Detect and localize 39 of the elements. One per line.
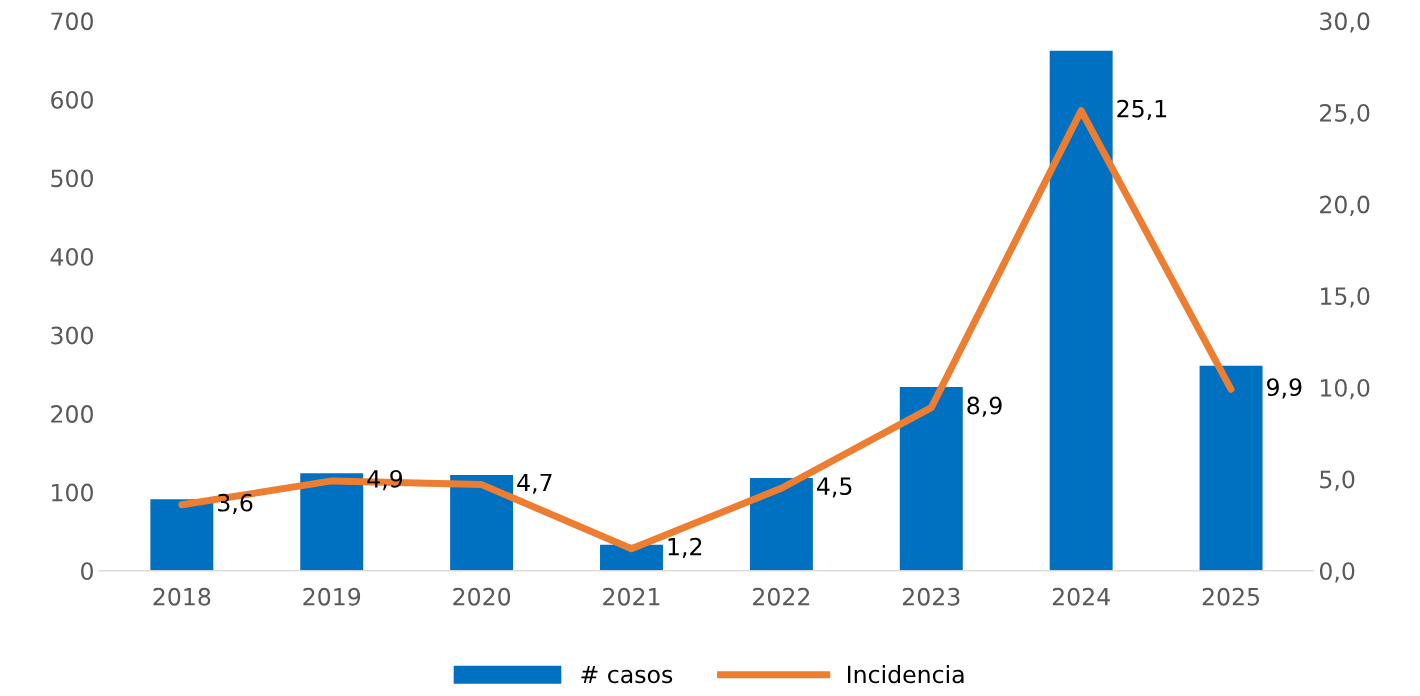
y2-tick-label: 10,0 bbox=[1320, 378, 1370, 400]
y2-tick-label: 20,0 bbox=[1320, 195, 1370, 216]
bar bbox=[1049, 50, 1113, 571]
y-tick-label: 400 bbox=[50, 247, 93, 266]
data-label: 4,5 bbox=[817, 477, 852, 498]
bar bbox=[450, 474, 514, 571]
y-tick-label: 500 bbox=[51, 169, 93, 188]
y2-tick-label: 30,0 bbox=[1320, 12, 1370, 33]
x-tick-label: 2018 bbox=[153, 587, 211, 606]
y2-tick-label: 25,0 bbox=[1320, 103, 1370, 125]
data-label: 25,1 bbox=[1117, 99, 1167, 120]
legend-label: Incidencia bbox=[847, 665, 964, 684]
x-tick-label: 2022 bbox=[753, 587, 810, 606]
bar bbox=[1199, 365, 1263, 571]
bar bbox=[749, 478, 813, 571]
x-tick-label: 2024 bbox=[1052, 587, 1110, 606]
data-label: 1,2 bbox=[668, 537, 702, 558]
x-tick-label: 2023 bbox=[902, 587, 960, 606]
y-tick-label: 300 bbox=[51, 326, 93, 345]
y2-tick-label: 0,0 bbox=[1319, 562, 1355, 583]
data-label: 9,9 bbox=[1267, 378, 1302, 399]
bar bbox=[300, 473, 364, 571]
y-tick-label: 600 bbox=[51, 90, 93, 109]
x-tick-label: 2019 bbox=[303, 587, 361, 606]
bar bbox=[899, 386, 963, 571]
y2-tick-label: 5,0 bbox=[1320, 470, 1355, 491]
y-tick-label: 200 bbox=[51, 405, 93, 423]
y2-tick-label: 15,0 bbox=[1320, 287, 1370, 308]
x-tick-label: 2021 bbox=[603, 587, 660, 606]
x-tick-label: 2025 bbox=[1202, 587, 1260, 606]
data-label: 3,6 bbox=[218, 493, 253, 514]
bar bbox=[150, 499, 214, 571]
y-tick-label: 0 bbox=[81, 562, 93, 581]
data-label: 4,7 bbox=[517, 473, 552, 494]
legend-label: # casos bbox=[581, 666, 673, 684]
y-tick-label: 100 bbox=[52, 483, 93, 502]
x-tick-label: 2020 bbox=[453, 587, 511, 606]
y-tick-label: 700 bbox=[51, 12, 93, 31]
data-label: 8,9 bbox=[967, 396, 1002, 417]
